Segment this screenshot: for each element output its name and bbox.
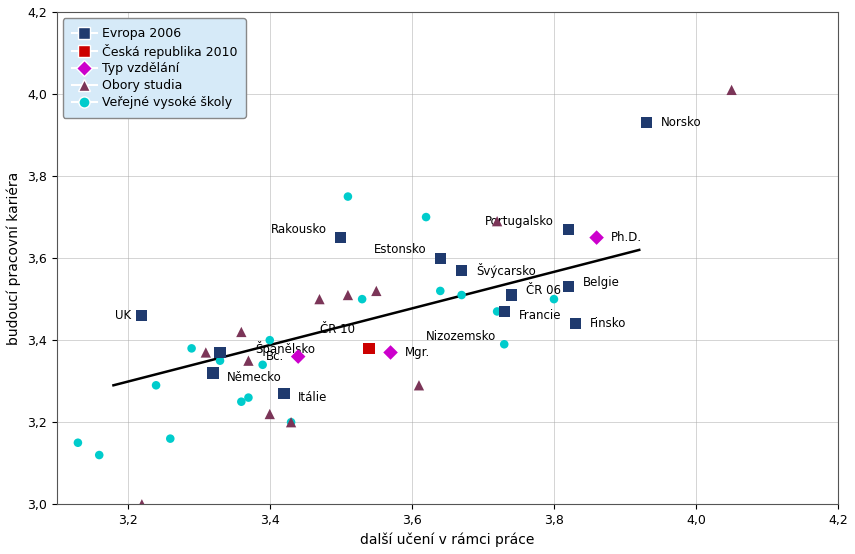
Point [213, 348, 227, 357]
Text: Německo: Německo [227, 371, 282, 383]
Point [356, 295, 369, 304]
Point [490, 307, 504, 316]
Text: Belgie: Belgie [582, 276, 619, 289]
Point [163, 434, 177, 443]
Point [433, 286, 447, 295]
Point [498, 307, 511, 316]
Text: Itálie: Itálie [298, 391, 327, 404]
Text: Francie: Francie [518, 309, 561, 322]
Point [384, 348, 398, 357]
Legend: Evropa 2006, Česká republika 2010, Typ vzdělání, Obory studia, Veřejné vysoké šk: Evropa 2006, Česká republika 2010, Typ v… [63, 18, 246, 117]
Point [185, 344, 198, 353]
Text: Nizozemsko: Nizozemsko [426, 330, 496, 342]
Text: Estonsko: Estonsko [374, 243, 426, 257]
Point [135, 500, 149, 509]
Point [71, 438, 85, 447]
Point [412, 381, 426, 389]
Point [92, 450, 106, 459]
Text: ČR 10: ČR 10 [320, 323, 355, 336]
Point [277, 389, 291, 398]
Text: Španělsko: Španělsko [256, 341, 315, 356]
Text: Rakousko: Rakousko [270, 223, 327, 236]
Point [640, 119, 653, 127]
Point [341, 291, 355, 300]
Point [292, 352, 305, 361]
Point [504, 291, 518, 300]
Point [562, 225, 575, 234]
Point [341, 192, 355, 201]
Text: Portugalsko: Portugalsko [485, 215, 554, 228]
Text: Mgr.: Mgr. [404, 346, 430, 359]
Point [206, 368, 220, 377]
Point [199, 348, 213, 357]
Text: Ph.D.: Ph.D. [610, 231, 642, 244]
Point [433, 254, 447, 263]
Point [334, 233, 348, 242]
Point [569, 319, 582, 328]
Point [150, 381, 163, 389]
Point [419, 213, 433, 222]
Point [455, 266, 469, 275]
Point [284, 418, 298, 427]
Point [234, 397, 248, 406]
Text: Norsko: Norsko [661, 116, 701, 129]
Point [562, 283, 575, 291]
Point [498, 340, 511, 348]
Point [242, 356, 256, 365]
Y-axis label: budoucí pracovní kariéra: budoucí pracovní kariéra [7, 172, 21, 345]
Point [234, 327, 248, 336]
Text: Finsko: Finsko [589, 317, 626, 330]
Point [135, 311, 149, 320]
Point [363, 344, 376, 353]
Point [263, 409, 277, 418]
Text: Bc.: Bc. [266, 350, 284, 363]
Point [725, 85, 739, 94]
Point [369, 286, 383, 295]
Text: ČR 06: ČR 06 [526, 284, 561, 297]
Point [490, 217, 504, 225]
Point [547, 295, 561, 304]
Point [313, 295, 327, 304]
Point [455, 291, 469, 300]
Point [590, 233, 604, 242]
Text: UK: UK [115, 309, 131, 322]
Text: Švýcarsko: Švýcarsko [476, 263, 535, 278]
Point [284, 418, 298, 427]
Point [256, 360, 269, 369]
Point [242, 393, 256, 402]
Point [263, 336, 277, 345]
X-axis label: další učení v rámci práce: další učení v rámci práce [360, 532, 534, 547]
Point [213, 356, 227, 365]
